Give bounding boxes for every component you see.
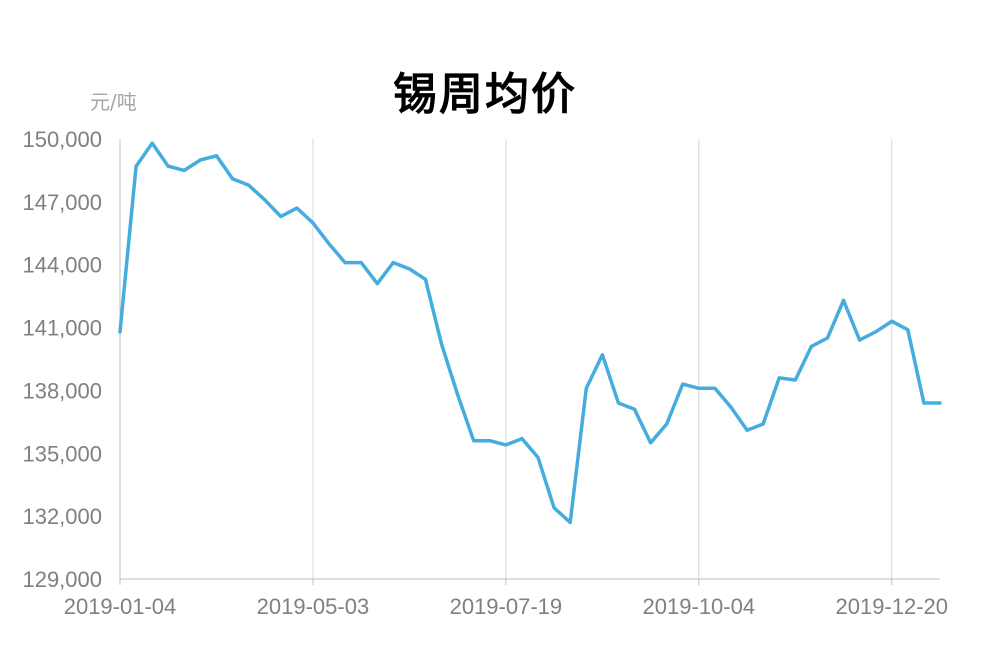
data-point (134, 164, 138, 168)
data-point (584, 386, 588, 390)
data-point (681, 382, 685, 386)
data-point (375, 281, 379, 286)
data-point (359, 261, 363, 265)
data-point (874, 330, 878, 334)
data-point (343, 261, 347, 265)
data-point (841, 298, 846, 302)
grid-lines (312, 139, 893, 579)
data-point (230, 177, 235, 181)
data-point (890, 319, 894, 323)
y-tick-label: 129,000 (22, 567, 102, 592)
data-point (648, 441, 653, 445)
axes (119, 139, 940, 585)
data-point (729, 405, 733, 409)
data-point (247, 183, 251, 187)
data-point (295, 206, 299, 210)
x-tick-label: 2019-12-20 (835, 594, 948, 619)
data-point (793, 378, 797, 382)
data-point (809, 344, 813, 349)
data-point (858, 338, 862, 342)
y-tick-label: 135,000 (22, 441, 102, 466)
y-tick-label: 132,000 (22, 504, 102, 529)
y-tick-label: 138,000 (22, 378, 102, 403)
data-point (456, 393, 460, 397)
data-point (761, 422, 765, 426)
data-point (552, 506, 556, 510)
data-point (745, 428, 749, 432)
x-tick-label: 2019-01-04 (64, 594, 177, 619)
data-point (665, 422, 669, 426)
data-point (198, 158, 202, 162)
y-tick-label: 144,000 (22, 253, 102, 278)
data-point (632, 407, 637, 411)
data-point (697, 386, 701, 390)
series-group (118, 141, 942, 525)
data-point (488, 439, 492, 443)
data-point (214, 154, 219, 158)
data-point (825, 336, 830, 340)
data-point (938, 401, 942, 405)
data-point (327, 242, 331, 246)
x-tick-labels: 2019-01-04 2019-05-03 2019-07-19 2019-10-04… (64, 594, 948, 619)
data-point (616, 401, 621, 405)
data-point (391, 261, 395, 265)
data-point (520, 437, 524, 441)
chart-title: 锡周均价 (393, 69, 577, 120)
y-tick-labels: 150,000 147,000 144,000 141,000 138,000 135,0… (22, 127, 102, 592)
data-point (504, 443, 508, 447)
y-tick-label: 147,000 (22, 190, 102, 215)
y-tick-label: 150,000 (22, 127, 102, 152)
data-point (536, 455, 540, 460)
data-point (311, 221, 315, 225)
data-point (150, 141, 154, 145)
data-point (118, 330, 122, 334)
data-point (407, 267, 412, 271)
data-point (166, 164, 170, 168)
y-tick-label: 141,000 (22, 316, 102, 341)
y-axis-unit-label: 元/吨 (90, 90, 137, 114)
data-point (263, 198, 267, 202)
data-point (777, 376, 781, 380)
data-point (713, 386, 717, 390)
data-point (600, 353, 604, 357)
x-tick-label: 2019-07-19 (450, 594, 563, 619)
data-point (279, 214, 283, 219)
x-tick-label: 2019-05-03 (257, 594, 370, 619)
data-point (922, 401, 926, 405)
data-point (182, 168, 186, 173)
x-tick-label: 2019-10-04 (643, 594, 756, 619)
data-point (439, 342, 444, 346)
data-point (423, 277, 428, 281)
data-point (568, 520, 572, 525)
data-point (472, 439, 476, 443)
series-line (118, 141, 942, 525)
data-point (906, 328, 910, 332)
